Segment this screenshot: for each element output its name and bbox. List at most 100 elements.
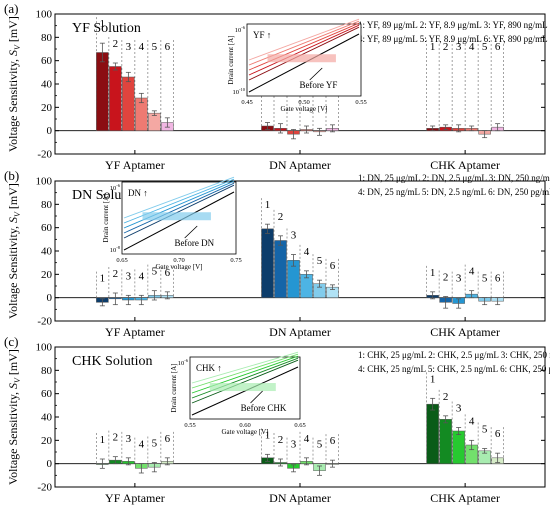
inset-curve [123,184,235,239]
inset-x-tick: 0.60 [239,422,250,429]
inset-curve [191,359,299,404]
bar-number-label: 2 [113,268,119,280]
inset-y-tick-bottom: 10-8 [110,245,121,254]
y-axis-label: Voltage Sensitivity, SV [mV] [6,16,22,152]
bar [452,430,465,464]
inset-x-tick: 0.50 [298,99,309,106]
bar [96,52,109,131]
panel-c: -20 0 20 40 60 80 100 (c) CHK Solution Voltage Se… [4,334,550,505]
inset-y-tick-top: 10-6 [110,183,121,192]
bar-number-label: 6 [330,435,336,447]
inset-pointer [309,67,323,81]
bar-number-label: 4 [469,41,475,53]
y-tick-label: 100 [36,342,53,354]
bar-number-label: 6 [495,273,501,285]
y-tick-label: 20 [41,102,53,114]
inset-arrow-label: DN ↑ [128,188,148,198]
inset-arrow-label: YF ↑ [253,30,271,40]
y-tick-label: -20 [37,316,52,328]
inset-x-tick: 0.65 [116,257,127,264]
group-label: DN Aptamer [269,491,331,505]
inset-curve [191,355,299,394]
inset-curve [191,351,299,384]
y-tick-label: 60 [41,222,53,234]
inset-y-label: Drain current [A] [170,364,178,413]
bar-number-label: 4 [139,439,145,451]
bar-number-label: 5 [152,438,158,450]
inset-y-label: Drain current [A] [227,36,235,85]
inset-before-label: Before YF [299,80,337,90]
y-tick-label: 40 [41,79,53,91]
inset-curve [123,182,235,234]
inset-curve [248,20,360,66]
bar-number-label: 5 [317,439,323,451]
bar-number-label: 6 [495,428,501,440]
group-label: YF Aptamer [105,491,165,505]
panel-title: YF Solution [72,21,141,36]
bar-number-label: 2 [443,391,449,403]
inset: YF ↑ Before YF 0.45 0.50 0.55 Gate voltage [V… [227,18,367,113]
bar-number-label: 5 [152,266,158,278]
inset-x-label: Gate voltage [V] [280,105,327,113]
y-tick-label: 80 [41,365,53,377]
inset-x-tick: 0.55 [184,422,195,429]
bar [439,419,452,464]
inset-y-tick-top: 10-6 [235,25,246,34]
inset-shift-band [267,54,336,63]
inset-x-tick: 0.65 [294,422,305,429]
inset-before-curve [123,191,235,251]
inset-y-tick-top: 10-6 [178,358,189,367]
bar-number-label: 3 [126,41,132,53]
bar-number-label: 2 [278,211,284,223]
inset-x-tick: 0.70 [173,257,184,264]
inset-shift-band [209,383,276,392]
bar-number-label: 2 [113,432,119,444]
y-tick-label: 0 [47,125,53,137]
bar-number-label: 3 [456,403,462,415]
bar-number-label: 5 [482,41,488,53]
inset-curve [248,26,360,81]
y-tick-label: 40 [41,412,53,424]
y-tick-label: 60 [41,55,53,67]
panel-label: (a) [4,1,18,16]
bar-number-label: 5 [152,41,158,53]
bar-number-label: 2 [443,272,449,284]
y-tick-label: 100 [36,176,53,188]
legend-line: 1: CHK, 25 μg/mL 2: CHK, 2.5 μg/mL 3: CH… [358,350,550,360]
bar [274,240,287,298]
bar-number-label: 6 [165,433,171,445]
y-tick-label: 80 [41,32,53,44]
legend-line: 1: DN, 25 μg/mL 2: DN, 2.5 μg/mL 3: DN, … [358,173,550,183]
inset-curve [248,18,360,61]
inset-curve [191,353,299,389]
bar-number-label: 6 [495,41,501,53]
y-tick-label: -20 [37,149,52,161]
inset-pointer [184,225,198,239]
inset-before-label: Before CHK [241,403,287,413]
bar-number-label: 1 [430,373,436,385]
bar-number-label: 3 [456,41,462,53]
inset-x-tick: 0.45 [241,99,252,106]
panel-label: (b) [4,168,19,183]
bar-number-label: 4 [469,266,475,278]
y-tick-label: 20 [41,269,53,281]
inset-before-label: Before DN [174,238,214,248]
group-label: DN Aptamer [269,325,331,339]
inset-pointer [250,390,263,404]
bar-number-label: 4 [304,246,310,258]
bar-number-label: 1 [265,429,271,441]
inset-x-label: Gate voltage [V] [155,263,202,271]
bar-number-label: 2 [113,38,119,50]
y-tick-label: 0 [47,458,53,470]
group-label: CHK Aptamer [430,158,500,172]
inset-curve [123,180,235,229]
bar-number-label: 1 [100,273,106,285]
inset-x-tick: 0.55 [355,99,366,106]
bar-number-label: 3 [126,270,132,282]
bar-number-label: 2 [278,434,284,446]
inset: CHK ↑ Before CHK 0.55 0.60 0.65 Gate voltage … [170,351,306,436]
inset-curve [123,178,235,224]
legend-line: 4: DN, 25 ng/mL 5: DN, 2.5 ng/mL 6: DN, … [358,187,550,197]
